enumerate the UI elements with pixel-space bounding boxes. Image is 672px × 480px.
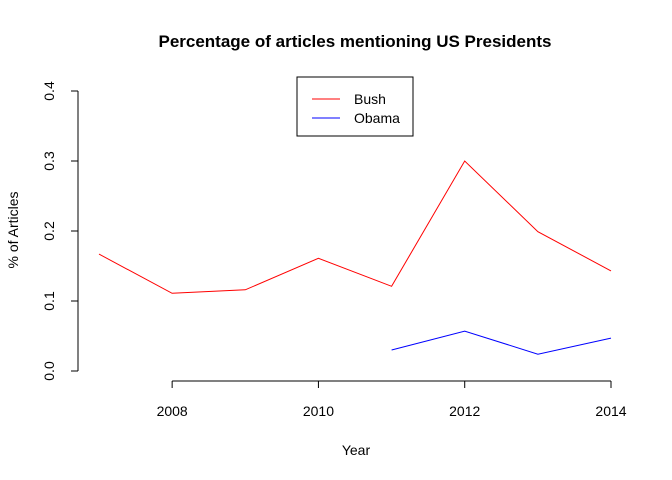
x-tick-label: 2014: [595, 403, 626, 419]
legend-label-bush: Bush: [354, 91, 386, 107]
y-tick-label: 0.1: [41, 291, 57, 311]
series-line-bush: [98, 160, 612, 294]
x-axis-label: Year: [342, 442, 371, 458]
series-layer: [98, 160, 612, 355]
legend-label-obama: Obama: [354, 110, 400, 126]
x-axis: 2008 2010 2012 2014: [157, 380, 627, 419]
x-tick-label: 2010: [303, 403, 334, 419]
x-tick-label: 2008: [157, 403, 188, 419]
legend-box: [296, 76, 414, 137]
y-tick-label: 0.4: [41, 81, 57, 101]
y-tick-label: 0.3: [41, 151, 57, 171]
y-axis-label: % of Articles: [5, 191, 21, 268]
y-tick-label: 0.2: [41, 221, 57, 241]
chart-title: Percentage of articles mentioning US Pre…: [158, 32, 551, 51]
y-axis: 0.0 0.1 0.2 0.3 0.4: [41, 81, 79, 381]
series-line-obama: [391, 330, 612, 355]
x-tick-label: 2012: [449, 403, 480, 419]
legend: Bush Obama: [296, 76, 414, 137]
y-tick-label: 0.0: [41, 361, 57, 381]
